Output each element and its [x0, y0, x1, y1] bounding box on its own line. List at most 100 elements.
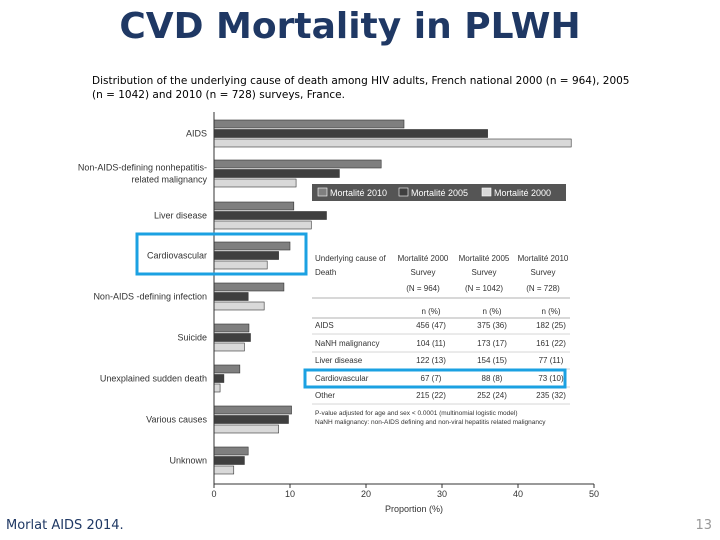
bar-aids-mortalit-2010 [213, 119, 405, 129]
bar-various-causes-mortalit-2000 [213, 424, 279, 434]
highlight-box-cardiovascular-row [303, 368, 567, 389]
table-cell-cause: AIDS [315, 321, 334, 330]
bar-unexplained-sudden-death-mortalit-2010 [213, 364, 241, 374]
bar-unexplained-sudden-death-mortalit-2000 [213, 383, 221, 393]
table-subheader: n (%) [421, 307, 440, 316]
page-number: 13 [695, 518, 712, 533]
x-tick-label: 40 [513, 489, 523, 499]
bar-aids-mortalit-2005 [213, 129, 488, 138]
table-header-survey: Mortalité 2005 [459, 254, 510, 263]
bar-cardiovascular-mortalit-2005 [213, 251, 279, 260]
table-cell-value: 456 (47) [416, 321, 446, 330]
table-background [310, 247, 572, 429]
table-cell-cause: Cardiovascular [315, 374, 369, 383]
table-header-cause: Underlying cause of [315, 254, 386, 263]
x-tick-label: 0 [211, 489, 216, 499]
source-citation: Morlat AIDS 2014. [6, 518, 124, 533]
table-cell-value: 173 (17) [477, 339, 507, 348]
table-footnote: P-value adjusted for age and sex < 0.000… [315, 410, 518, 417]
table-cell-cause: Other [315, 391, 335, 400]
table-subheader: n (%) [482, 307, 501, 316]
table-cell-value: 375 (36) [477, 321, 507, 330]
category-label: Various causes [146, 415, 207, 425]
bar-cardiovascular-mortalit-2000 [213, 260, 268, 270]
legend-label: Mortalité 2000 [494, 188, 551, 198]
category-label: Cardiovascular [147, 251, 207, 261]
bar-aids-mortalit-2000 [213, 138, 572, 148]
bar-liver-disease-mortalit-2005 [213, 211, 327, 220]
bar-various-causes-mortalit-2010 [213, 405, 292, 415]
bar-non-aids-defining-nonhepatitis-related-malignancy-mortalit-2000 [213, 178, 297, 188]
category-labels: AIDS Non-AIDS-defining nonhepatitis-relat… [78, 129, 208, 466]
x-axis-label: Proportion (%) [385, 504, 443, 514]
table-cell-value: 67 (7) [421, 374, 442, 383]
table-footnote: NaNH malignancy: non-AIDS defining and n… [315, 419, 546, 426]
chart-subtitle: Distribution of the underlying cause of … [92, 75, 630, 101]
table-header-n: (N = 1042) [465, 284, 503, 293]
table-header-n: (N = 964) [406, 284, 440, 293]
category-label: Unexplained sudden death [100, 374, 207, 384]
table-header-cause: Death [315, 268, 336, 277]
table-cell-value: 182 (25) [536, 321, 566, 330]
bar-non-aids-defining-nonhepatitis-related-malignancy-mortalit-2010 [213, 159, 382, 169]
table-cell-cause: Liver disease [315, 356, 363, 365]
category-label: AIDS [186, 129, 207, 139]
table-cell-value: 122 (13) [416, 356, 446, 365]
table-cell-value: 88 (8) [482, 374, 503, 383]
table-cell-value: 235 (32) [536, 391, 566, 400]
x-tick-label: 50 [589, 489, 599, 499]
bar-suicide-mortalit-2000 [213, 342, 245, 352]
table-header-survey: Mortalité 2010 [518, 254, 569, 263]
table-header-survey: Survey [411, 268, 436, 277]
category-label: Non-AIDS -defining infection [93, 292, 207, 302]
table-header-survey: Survey [531, 268, 556, 277]
category-label: Liver disease [154, 211, 207, 221]
category-label: Unknown [169, 456, 207, 466]
bar-unexplained-sudden-death-mortalit-2005 [213, 374, 225, 383]
bar-non-aids-defining-infection-mortalit-2000 [213, 301, 265, 311]
bar-liver-disease-mortalit-2010 [213, 201, 295, 211]
table-cell-value: 161 (22) [536, 339, 566, 348]
category-label: Non-AIDS-defining nonhepatitis- [78, 163, 207, 173]
table-cell-value: 104 (11) [416, 339, 446, 348]
bar-non-aids-defining-infection-mortalit-2010 [213, 282, 285, 292]
legend-swatch [481, 187, 492, 197]
bars-layer [213, 119, 572, 475]
category-label: Suicide [177, 333, 207, 343]
category-label: related malignancy [131, 175, 207, 185]
table-header-survey: Mortalité 2000 [398, 254, 449, 263]
bar-unknown-mortalit-2000 [213, 465, 235, 475]
bar-non-aids-defining-nonhepatitis-related-malignancy-mortalit-2005 [213, 169, 340, 178]
bar-unknown-mortalit-2010 [213, 446, 249, 456]
legend-swatch [398, 187, 409, 197]
legend-box [312, 184, 566, 201]
bar-cardiovascular-mortalit-2010 [213, 241, 291, 251]
inset-table: Underlying cause of Death Mortalité 2000 Su… [310, 247, 572, 429]
table-header-n: (N = 728) [526, 284, 560, 293]
legend-label: Mortalité 2010 [330, 188, 387, 198]
bar-liver-disease-mortalit-2000 [213, 220, 312, 230]
table-header-survey: Survey [472, 268, 497, 277]
legend: Mortalité 2010 Mortalité 2005 Mortalité 20… [312, 184, 566, 201]
x-tick-label: 10 [285, 489, 295, 499]
x-axis: 0 10 20 30 40 50 Proportion (%) [211, 112, 599, 514]
x-tick-label: 20 [361, 489, 371, 499]
table-cell-value: 73 (10) [538, 374, 564, 383]
bar-suicide-mortalit-2010 [213, 323, 250, 333]
highlight-box-cardiovascular-bars [135, 232, 308, 276]
table-cell-value: 77 (11) [539, 356, 564, 365]
legend-swatch [317, 187, 328, 197]
bar-non-aids-defining-infection-mortalit-2005 [213, 292, 249, 301]
slide-title: CVD Mortality in PLWH [119, 6, 581, 47]
table-cell-value: 252 (24) [477, 391, 507, 400]
bar-unknown-mortalit-2005 [213, 456, 245, 465]
table-cell-cause: NaNH malignancy [315, 339, 379, 348]
table-cell-value: 154 (15) [477, 356, 507, 365]
highlight-layer [135, 232, 567, 389]
legend-label: Mortalité 2005 [411, 188, 468, 198]
table-cell-value: 215 (22) [416, 391, 446, 400]
x-tick-label: 30 [437, 489, 447, 499]
bar-suicide-mortalit-2005 [213, 333, 251, 342]
bar-various-causes-mortalit-2005 [213, 415, 289, 424]
